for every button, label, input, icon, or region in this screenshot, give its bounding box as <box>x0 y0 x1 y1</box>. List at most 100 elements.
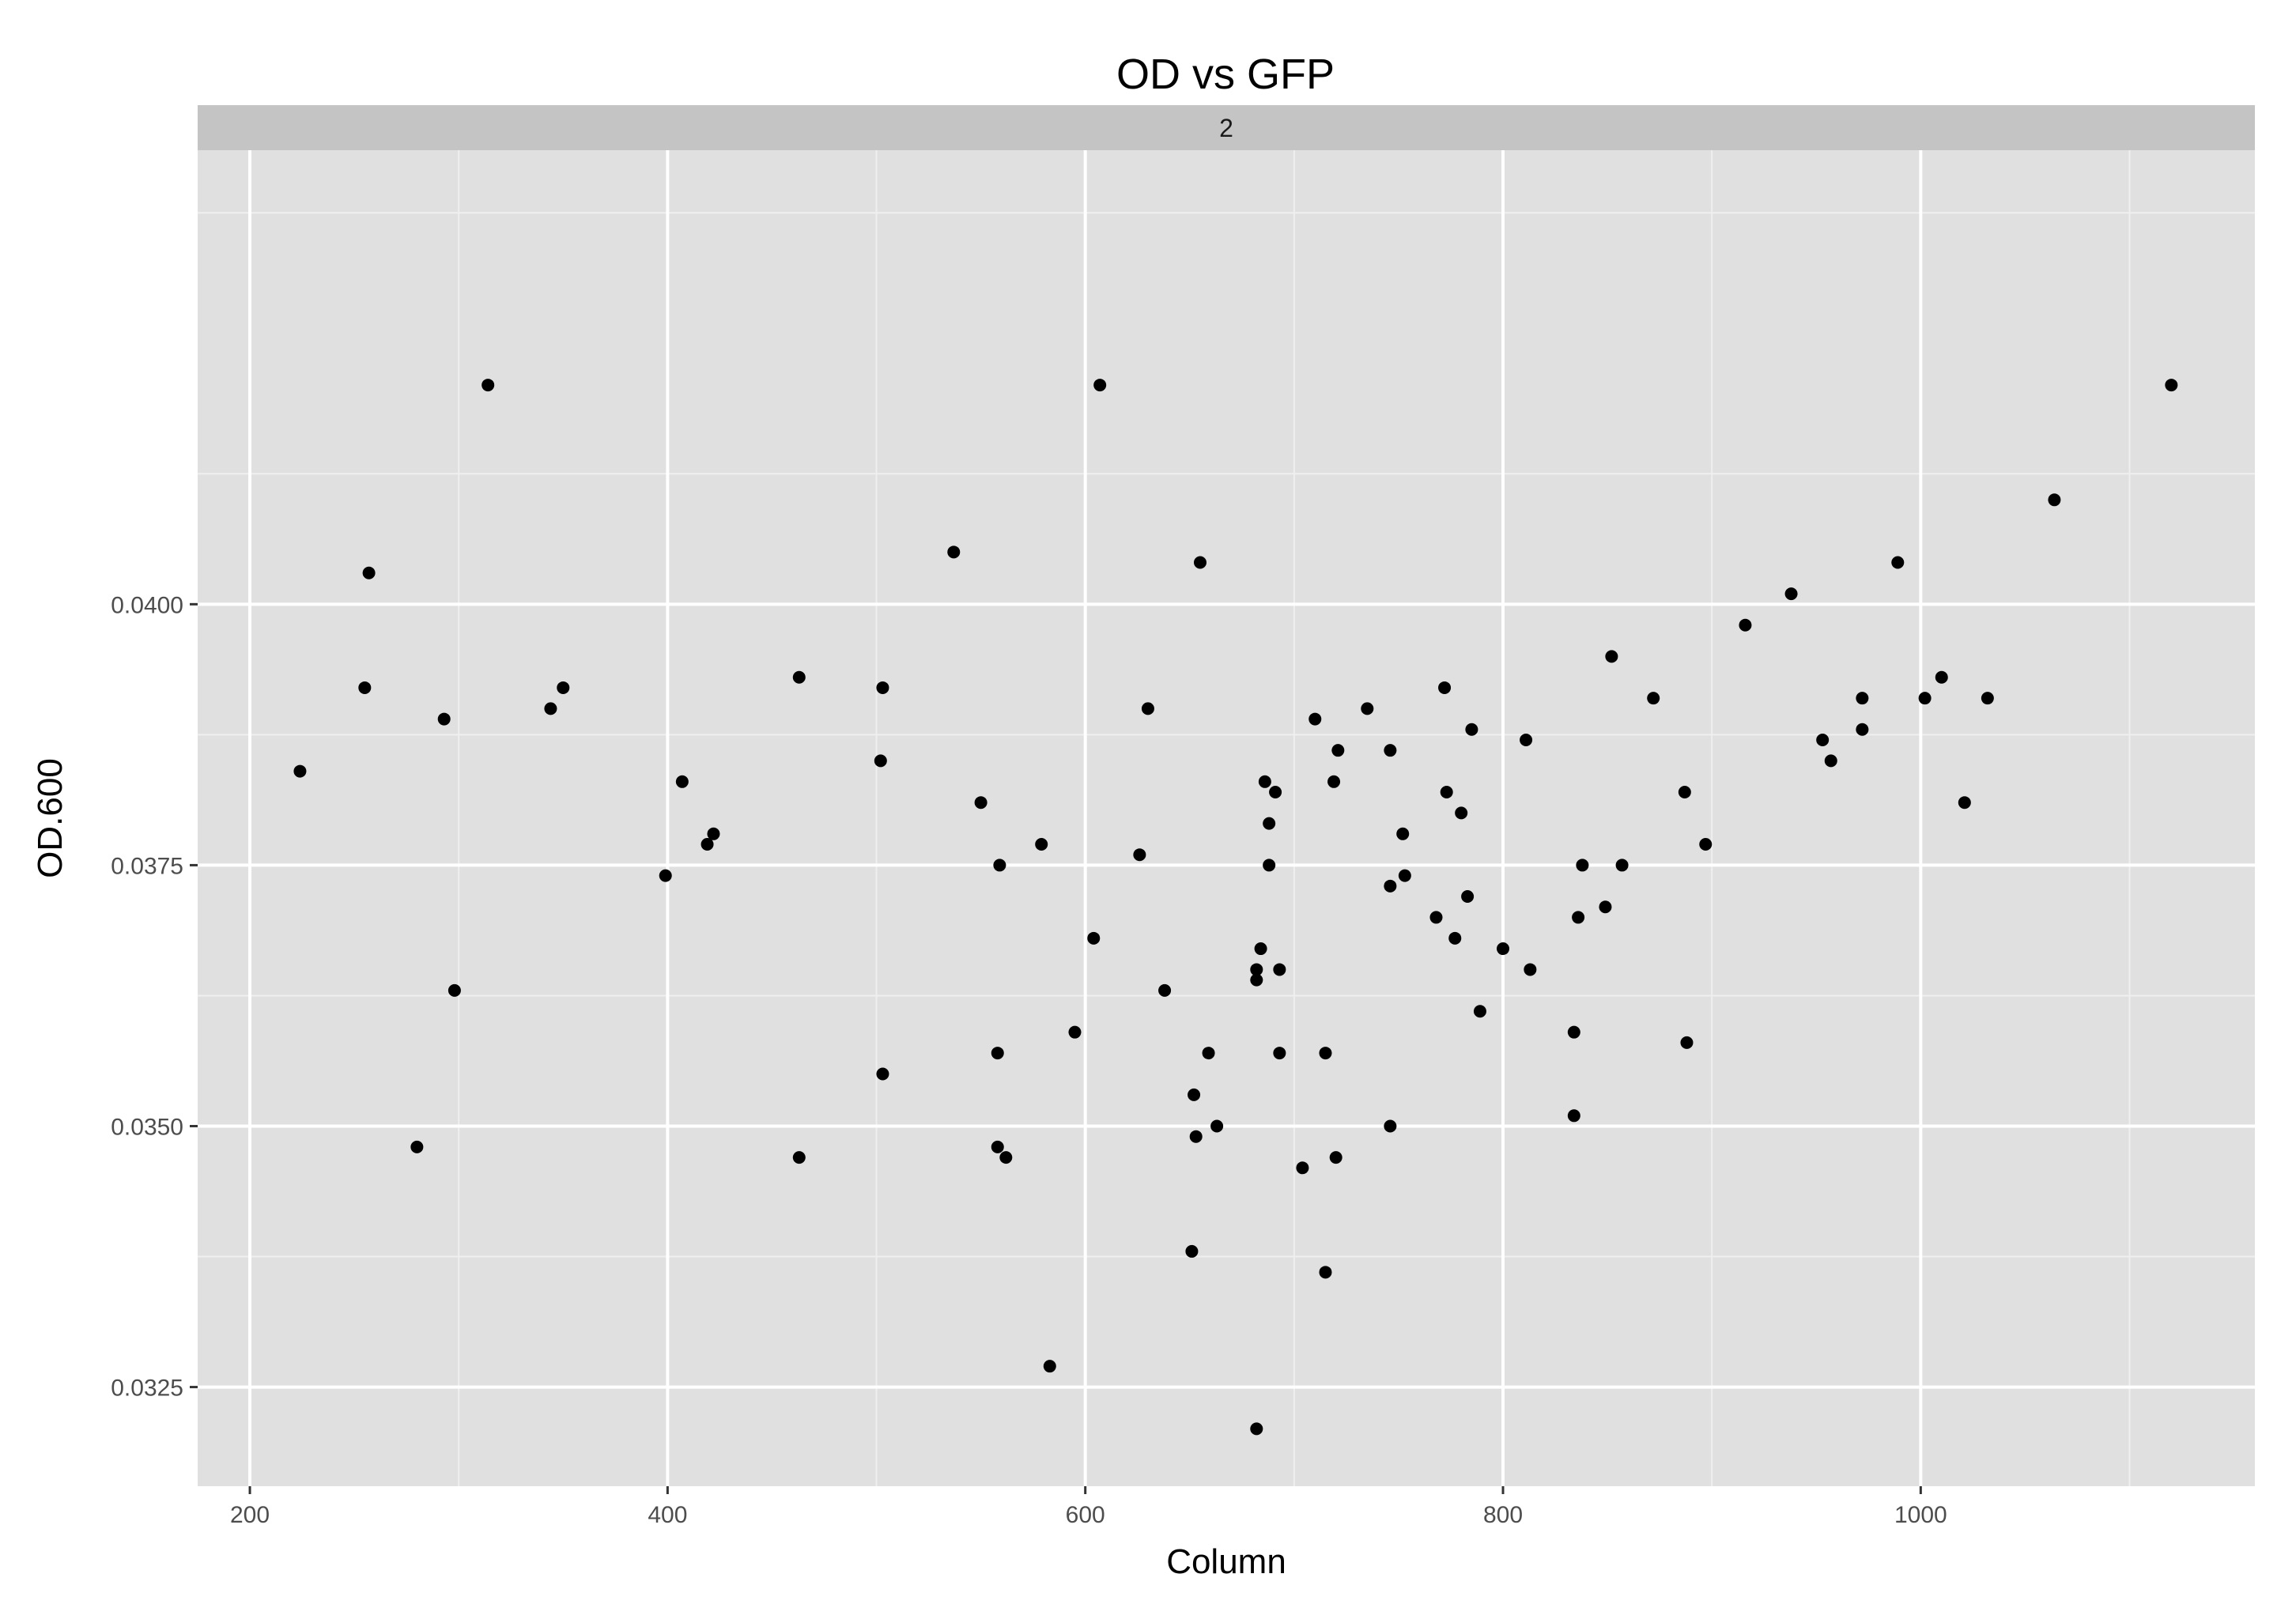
data-point <box>1891 556 1905 569</box>
y-tick-label: 0.0325 <box>111 1376 183 1402</box>
x-tick-label: 1000 <box>1894 1502 1947 1528</box>
data-point <box>701 838 714 851</box>
data-point <box>1576 859 1589 872</box>
data-point <box>1981 692 1994 705</box>
data-point <box>1035 838 1048 851</box>
data-point <box>1308 712 1322 726</box>
data-point <box>1133 848 1146 862</box>
data-point <box>993 859 1006 872</box>
x-axis-ticks: 200 400 600 800 1000 <box>230 1486 1947 1528</box>
y-axis-label: OD.600 <box>31 758 70 878</box>
data-point <box>792 670 806 684</box>
data-point <box>999 1151 1013 1164</box>
data-point <box>1263 859 1276 872</box>
data-point <box>2048 493 2061 507</box>
data-point <box>1193 556 1207 569</box>
data-point <box>1273 963 1286 976</box>
data-point <box>1918 692 1932 705</box>
data-point <box>1524 963 1537 976</box>
grid-minor-lines <box>198 150 2255 1486</box>
facet-strip <box>198 105 2255 150</box>
data-point <box>1497 942 1510 956</box>
data-point <box>1567 1109 1580 1123</box>
data-point <box>1739 618 1752 632</box>
data-point <box>1473 1005 1486 1018</box>
data-point <box>1202 1047 1215 1060</box>
data-point <box>876 681 889 694</box>
grid-major-lines <box>198 150 2255 1486</box>
data-point <box>1455 806 1468 820</box>
chart-title: OD vs GFP <box>1116 51 1335 98</box>
data-point <box>1429 911 1443 924</box>
data-point <box>1572 911 1585 924</box>
data-point <box>1680 1036 1694 1049</box>
data-point <box>659 869 672 882</box>
y-tick-label: 0.0350 <box>111 1114 183 1140</box>
data-point <box>1461 890 1475 904</box>
facet-strip-label: 2 <box>1219 114 1233 142</box>
data-point <box>991 1140 1004 1153</box>
data-point <box>1327 775 1341 788</box>
data-point <box>675 775 689 788</box>
data-point <box>1784 587 1798 601</box>
data-point <box>1269 785 1282 798</box>
data-point <box>874 754 887 768</box>
data-point <box>947 545 961 559</box>
data-point <box>1319 1047 1332 1060</box>
data-point <box>792 1151 806 1164</box>
data-point <box>1250 973 1263 987</box>
data-point <box>1396 827 1410 840</box>
data-point <box>358 681 372 694</box>
data-point <box>544 702 557 715</box>
data-point <box>2165 379 2178 392</box>
data-point <box>1250 963 1263 976</box>
data-point <box>991 1047 1004 1060</box>
data-point <box>557 681 570 694</box>
data-point <box>1824 754 1837 768</box>
data-point <box>1296 1161 1309 1175</box>
data-point <box>1856 692 1869 705</box>
data-point <box>974 796 988 810</box>
data-point <box>1816 733 1830 746</box>
data-point <box>1087 931 1101 945</box>
data-point <box>1093 379 1107 392</box>
data-point <box>1615 859 1629 872</box>
data-point <box>362 566 376 579</box>
data-point <box>1384 1119 1397 1133</box>
data-point <box>1440 785 1453 798</box>
data-point <box>1958 796 1971 810</box>
data-point <box>1856 723 1869 736</box>
data-point <box>437 712 451 726</box>
x-tick-label: 200 <box>230 1502 270 1528</box>
data-point <box>1384 879 1397 893</box>
data-point <box>293 764 307 778</box>
data-point <box>707 827 720 840</box>
data-point <box>1043 1360 1056 1373</box>
data-point <box>1384 744 1397 757</box>
data-point <box>447 983 461 997</box>
data-point <box>1465 723 1478 736</box>
data-point <box>1361 702 1374 715</box>
data-point <box>1210 1119 1224 1133</box>
data-point <box>876 1067 889 1081</box>
data-points <box>293 379 2178 1436</box>
y-axis-ticks: 0.0325 0.0350 0.0375 0.0400 <box>111 592 198 1402</box>
data-point <box>1605 650 1618 663</box>
data-point <box>1185 1244 1199 1258</box>
data-point <box>1935 670 1948 684</box>
y-tick-label: 0.0400 <box>111 592 183 618</box>
data-point <box>1438 681 1452 694</box>
data-point <box>1158 983 1172 997</box>
data-point <box>1520 733 1533 746</box>
data-point <box>1273 1047 1286 1060</box>
data-point <box>1331 744 1345 757</box>
data-point <box>1567 1025 1580 1039</box>
x-axis-label: Column <box>1166 1542 1286 1581</box>
data-point <box>1699 838 1713 851</box>
data-point <box>1678 785 1691 798</box>
x-tick-label: 800 <box>1483 1502 1523 1528</box>
data-point <box>1329 1151 1342 1164</box>
x-tick-label: 600 <box>1066 1502 1105 1528</box>
data-point <box>1398 869 1411 882</box>
